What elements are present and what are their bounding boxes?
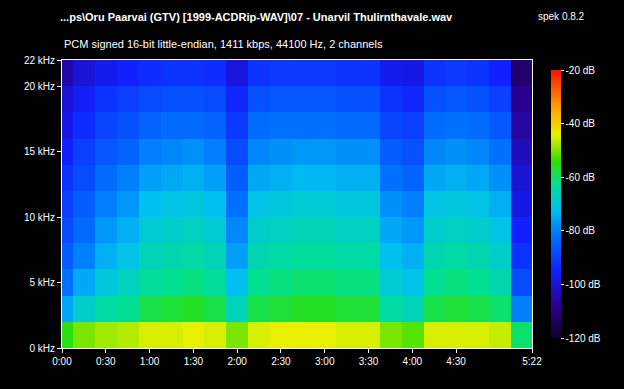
svg-text:-60 dB: -60 dB (566, 172, 596, 183)
svg-text:3:00: 3:00 (315, 356, 335, 367)
svg-text:0:30: 0:30 (96, 356, 116, 367)
svg-text:4:30: 4:30 (446, 356, 466, 367)
svg-text:spek 0.8.2: spek 0.8.2 (538, 11, 585, 22)
svg-text:-40 dB: -40 dB (566, 118, 596, 129)
svg-text:5:22: 5:22 (522, 356, 542, 367)
svg-text:...ps\Oru Paarvai (GTV) [1999-: ...ps\Oru Paarvai (GTV) [1999-ACDRip-WAV… (60, 11, 453, 23)
svg-text:-120 dB: -120 dB (566, 333, 601, 344)
svg-text:PCM signed 16-bit little-endia: PCM signed 16-bit little-endian, 1411 kb… (64, 38, 383, 50)
svg-text:2:00: 2:00 (227, 356, 247, 367)
svg-text:0:00: 0:00 (52, 356, 72, 367)
svg-text:10 kHz: 10 kHz (24, 212, 55, 223)
svg-text:5 kHz: 5 kHz (29, 277, 55, 288)
svg-text:20 kHz: 20 kHz (24, 81, 55, 92)
svg-text:-100 dB: -100 dB (566, 279, 601, 290)
svg-text:4:00: 4:00 (403, 356, 423, 367)
svg-text:0 kHz: 0 kHz (29, 343, 55, 354)
svg-text:22 kHz: 22 kHz (24, 55, 55, 66)
svg-text:2:30: 2:30 (271, 356, 291, 367)
svg-text:-20 dB: -20 dB (566, 65, 596, 76)
svg-text:15 kHz: 15 kHz (24, 146, 55, 157)
svg-text:1:00: 1:00 (140, 356, 160, 367)
svg-text:1:30: 1:30 (184, 356, 204, 367)
svg-text:-80 dB: -80 dB (566, 225, 596, 236)
svg-text:3:30: 3:30 (359, 356, 379, 367)
